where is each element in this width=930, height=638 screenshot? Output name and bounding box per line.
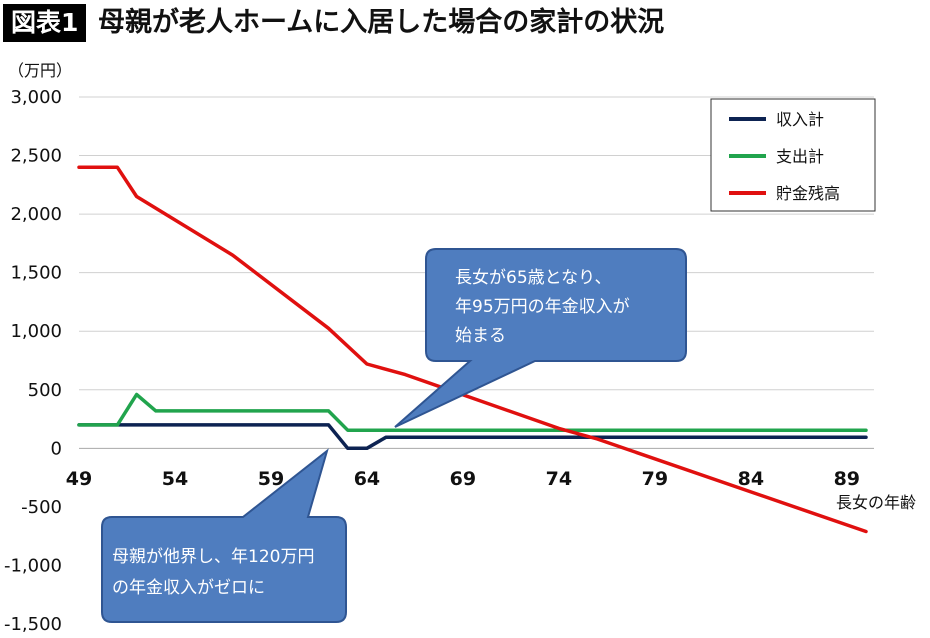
callout-line: の年金収入がゼロに	[112, 578, 265, 598]
page-title: 母親が老人ホームに入居した場合の家計の状況	[98, 7, 665, 38]
callout-bubble	[101, 448, 347, 623]
y-axis-ticks: 3,000 2,500 2,000 1,500 1,000 500 0 -500 -1,000 -…	[4, 87, 62, 635]
x-tick-label: 49	[66, 468, 92, 490]
series-line	[77, 165, 868, 534]
x-tick-label: 64	[354, 468, 380, 490]
callout-bubble	[394, 248, 687, 428]
y-axis-unit: （万円）	[8, 61, 72, 80]
y-tick-label: 2,500	[10, 146, 62, 167]
legend-label: 貯金残高	[776, 184, 840, 203]
x-axis-label: 長女の年齢	[836, 493, 916, 512]
y-tick-label: 500	[28, 380, 62, 401]
figure-label: 図表1	[3, 4, 87, 42]
callout-line: 母親が他界し、年120万円	[112, 547, 314, 567]
x-tick-label: 54	[162, 468, 188, 490]
series-lines	[77, 165, 868, 534]
y-tick-label: 1,000	[10, 321, 62, 342]
x-tick-label: 89	[834, 468, 860, 490]
y-tick-label: -500	[21, 497, 62, 518]
x-tick-label: 69	[450, 468, 476, 490]
y-tick-label: 3,000	[10, 87, 62, 108]
callout-line: 長女が65歳となり、	[455, 268, 611, 288]
x-tick-label: 84	[738, 468, 764, 490]
x-tick-label: 59	[258, 468, 284, 490]
callout-line: 始まる	[455, 326, 506, 346]
legend-label: 収入計	[776, 110, 824, 129]
figure-header: 図表1 母親が老人ホームに入居した場合の家計の状況	[0, 0, 930, 46]
x-axis-ticks: 49 54 59 64 69 74 79 84 89	[66, 468, 860, 490]
series-line	[77, 423, 868, 451]
callout-pension-start: 長女が65歳となり、 年95万円の年金収入が 始まる	[394, 248, 687, 428]
y-tick-label: 2,000	[10, 204, 62, 225]
series-line	[77, 392, 868, 432]
y-tick-label: -1,000	[4, 555, 62, 576]
callout-line: 年95万円の年金収入が	[455, 297, 630, 317]
x-tick-label: 74	[546, 468, 572, 490]
y-tick-label: -1,500	[4, 614, 62, 635]
x-tick-label: 79	[642, 468, 668, 490]
legend-label: 支出計	[776, 147, 824, 166]
y-tick-label: 0	[51, 438, 62, 459]
y-tick-label: 1,500	[10, 263, 62, 284]
callout-mother-passes: 母親が他界し、年120万円 の年金収入がゼロに	[101, 448, 347, 623]
